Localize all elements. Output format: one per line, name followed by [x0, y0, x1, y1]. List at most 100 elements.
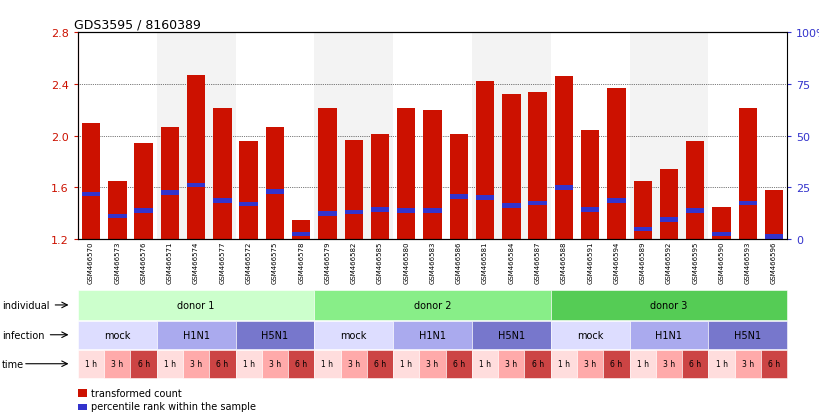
Text: 1 h: 1 h [321, 359, 333, 368]
Bar [156, 350, 183, 378]
Bar [370, 135, 389, 240]
Text: 1 h: 1 h [636, 359, 648, 368]
Bar [550, 321, 629, 349]
Bar [104, 350, 130, 378]
Bar [581, 208, 599, 212]
Bar [472, 350, 498, 378]
Bar [581, 131, 599, 240]
Bar [738, 201, 756, 206]
Bar [392, 321, 472, 349]
Bar [344, 140, 363, 240]
Text: 6 h: 6 h [216, 359, 229, 368]
Text: 3 h: 3 h [505, 359, 517, 368]
Bar [449, 195, 468, 199]
Bar [396, 209, 415, 214]
Text: mock: mock [340, 330, 366, 340]
Bar [239, 202, 257, 207]
Bar [82, 123, 100, 240]
Bar [686, 209, 704, 214]
Bar [738, 109, 756, 240]
Bar [130, 350, 156, 378]
Bar [265, 127, 283, 240]
Text: 1 h: 1 h [557, 359, 569, 368]
Bar [681, 350, 708, 378]
Text: mock: mock [104, 330, 130, 340]
Bar [419, 350, 446, 378]
Bar [527, 93, 546, 240]
Bar [475, 196, 494, 200]
Bar [340, 350, 366, 378]
Text: H1N1: H1N1 [419, 330, 446, 340]
Bar [78, 350, 104, 378]
Text: 6 h: 6 h [609, 359, 622, 368]
Bar [344, 210, 363, 215]
Text: donor 3: donor 3 [649, 300, 687, 310]
Text: 1 h: 1 h [242, 359, 255, 368]
Bar [577, 350, 603, 378]
Bar [554, 186, 572, 190]
Bar [209, 350, 235, 378]
Bar [314, 290, 550, 320]
Text: H5N1: H5N1 [261, 330, 288, 340]
Bar [108, 214, 126, 218]
Bar [161, 127, 179, 240]
Bar [712, 232, 730, 237]
Bar [498, 350, 524, 378]
Bar [314, 33, 392, 240]
Bar [396, 109, 415, 240]
Text: mock: mock [577, 330, 603, 340]
Text: 6 h: 6 h [295, 359, 307, 368]
Text: H1N1: H1N1 [654, 330, 681, 340]
Bar [318, 211, 337, 216]
Bar [156, 321, 235, 349]
Bar [712, 207, 730, 240]
Bar [370, 208, 389, 212]
Bar [261, 350, 287, 378]
Bar [449, 135, 468, 240]
Bar [607, 199, 625, 203]
Bar [472, 321, 550, 349]
Text: 3 h: 3 h [111, 359, 123, 368]
Bar [423, 110, 441, 240]
Text: GDS3595 / 8160389: GDS3595 / 8160389 [75, 19, 201, 32]
Bar [187, 183, 205, 188]
Text: 6 h: 6 h [688, 359, 700, 368]
Bar [527, 201, 546, 206]
Text: time: time [2, 359, 24, 369]
Bar [633, 227, 651, 231]
Text: H1N1: H1N1 [183, 330, 210, 340]
Bar [501, 204, 520, 208]
Bar [764, 235, 782, 239]
Bar [134, 144, 152, 240]
Bar [366, 350, 392, 378]
Bar [708, 350, 734, 378]
Text: 6 h: 6 h [767, 359, 779, 368]
Bar [472, 33, 550, 240]
Bar [475, 82, 494, 240]
Bar [183, 350, 209, 378]
Bar [446, 350, 472, 378]
Text: donor 1: donor 1 [177, 300, 215, 310]
Text: 3 h: 3 h [741, 359, 753, 368]
Bar [607, 88, 625, 240]
Bar [292, 220, 310, 240]
Bar [554, 77, 572, 240]
Text: percentile rank within the sample: percentile rank within the sample [91, 401, 256, 411]
Bar [633, 181, 651, 240]
Bar [524, 350, 550, 378]
Bar [392, 350, 419, 378]
Bar [629, 33, 708, 240]
Bar [82, 192, 100, 197]
Text: infection: infection [2, 330, 44, 340]
Bar [708, 321, 786, 349]
Text: 1 h: 1 h [400, 359, 412, 368]
Bar [603, 350, 629, 378]
Bar [760, 350, 786, 378]
Text: 3 h: 3 h [269, 359, 281, 368]
Bar [187, 76, 205, 240]
Bar [659, 170, 677, 240]
Text: 6 h: 6 h [373, 359, 386, 368]
Bar [156, 33, 235, 240]
Bar [78, 389, 87, 397]
Bar [734, 350, 760, 378]
